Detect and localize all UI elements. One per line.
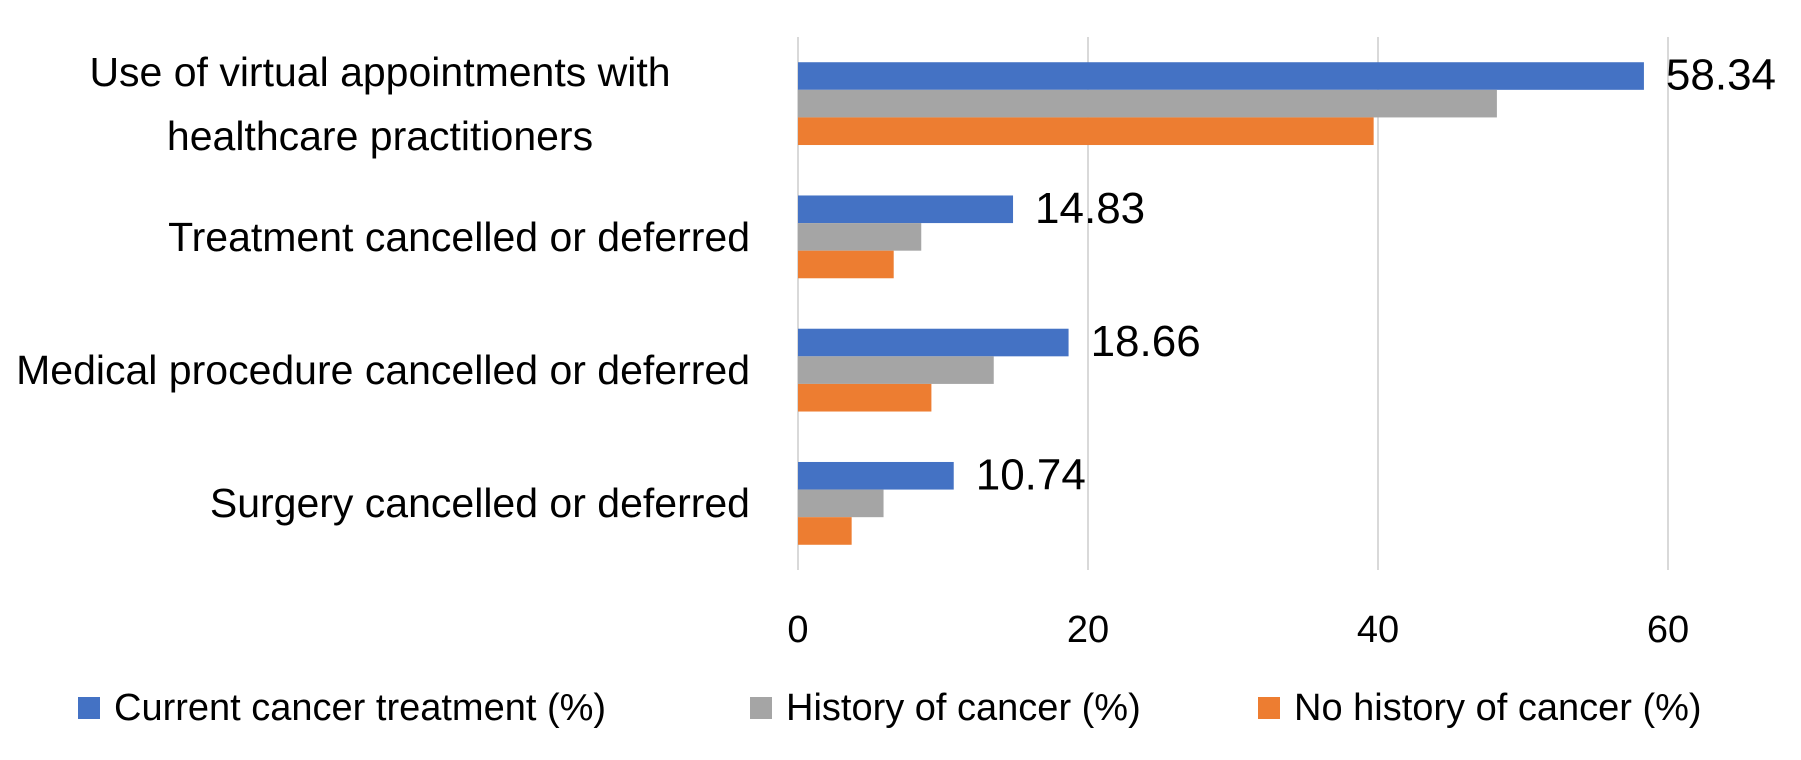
bar	[798, 62, 1644, 90]
x-tick-label: 60	[1647, 609, 1689, 651]
legend-label: No history of cancer (%)	[1294, 687, 1702, 729]
x-tick-label: 40	[1357, 609, 1399, 651]
bar	[798, 89, 1497, 118]
bar	[798, 117, 1374, 146]
category-text: Treatment cancelled or deferred	[168, 213, 750, 260]
y-tick-label: Treatment cancelled or deferred	[10, 205, 750, 269]
bar	[798, 383, 932, 412]
bar	[798, 195, 1014, 224]
y-tick-label: Use of virtual appointments with healthc…	[10, 40, 750, 168]
data-label: 14.83	[1035, 184, 1145, 233]
x-tick-label: 0	[787, 609, 808, 651]
bar	[798, 356, 994, 384]
legend-swatch	[78, 697, 100, 719]
bar	[798, 517, 852, 545]
y-tick-label: Medical procedure cancelled or deferred	[10, 338, 750, 402]
x-tick-label: 20	[1067, 609, 1109, 651]
legend-swatch	[750, 697, 772, 719]
bar	[798, 461, 954, 490]
data-label: 10.74	[976, 450, 1086, 499]
bar	[798, 328, 1069, 357]
y-tick-label: Surgery cancelled or deferred	[10, 471, 750, 535]
data-label: 58.34	[1666, 51, 1776, 100]
category-text: Use of virtual appointments with healthc…	[89, 48, 671, 159]
bar	[798, 223, 922, 251]
bar	[798, 489, 884, 518]
legend-label: History of cancer (%)	[786, 687, 1141, 729]
bar	[798, 250, 894, 279]
legend-swatch	[1258, 697, 1280, 719]
category-text: Surgery cancelled or deferred	[209, 480, 750, 527]
data-label: 18.66	[1091, 317, 1201, 366]
category-text: Medical procedure cancelled or deferred	[16, 347, 750, 394]
legend-label: Current cancer treatment (%)	[114, 687, 606, 729]
